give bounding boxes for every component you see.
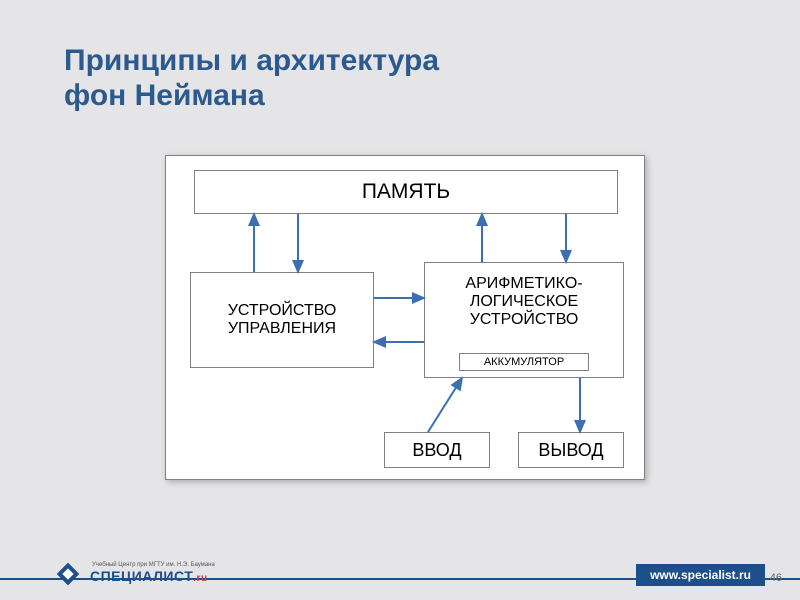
footer-url: www.specialist.ru bbox=[636, 564, 765, 586]
accumulator-label: АККУМУЛЯТОР bbox=[484, 356, 564, 368]
page-number: 46 bbox=[770, 572, 782, 584]
logo-icon bbox=[56, 562, 84, 590]
brand-suffix: .ru bbox=[193, 573, 207, 584]
input-box: ВВОД bbox=[384, 432, 490, 468]
input-label: ВВОД bbox=[412, 440, 461, 461]
alu-label: АРИФМЕТИКО-ЛОГИЧЕСКОЕУСТРОЙСТВО bbox=[465, 275, 582, 329]
title-line-2: фон Неймана bbox=[64, 79, 265, 112]
accumulator-box: АККУМУЛЯТОР bbox=[459, 353, 589, 371]
control-label: УСТРОЙСТВОУПРАВЛЕНИЯ bbox=[228, 302, 337, 338]
logo-text: СПЕЦИАЛИСТ.ru bbox=[90, 568, 208, 584]
brand-logo: СПЕЦИАЛИСТ.ru bbox=[56, 562, 208, 590]
title-line-1: Принципы и архитектура bbox=[64, 44, 439, 77]
alu-box: АРИФМЕТИКО-ЛОГИЧЕСКОЕУСТРОЙСТВО АККУМУЛЯ… bbox=[424, 262, 624, 378]
output-box: ВЫВОД bbox=[518, 432, 624, 468]
memory-label: ПАМЯТЬ bbox=[362, 180, 450, 204]
slide-title: Принципы и архитектура фон Неймана bbox=[64, 44, 439, 113]
von-neumann-diagram: ПАМЯТЬ УСТРОЙСТВОУПРАВЛЕНИЯ АРИФМЕТИКО-Л… bbox=[165, 155, 645, 480]
output-label: ВЫВОД bbox=[538, 440, 603, 461]
brand-main: СПЕЦИАЛИСТ bbox=[90, 568, 193, 584]
control-unit-box: УСТРОЙСТВОУПРАВЛЕНИЯ bbox=[190, 272, 374, 368]
memory-box: ПАМЯТЬ bbox=[194, 170, 618, 214]
